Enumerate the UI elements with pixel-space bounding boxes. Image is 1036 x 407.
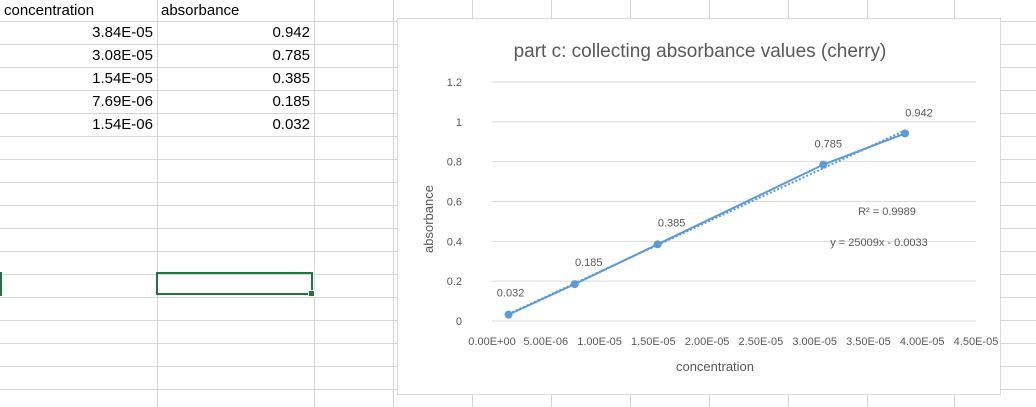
header-absorbance[interactable]: absorbance: [161, 2, 240, 19]
data-label: 0.032: [497, 288, 525, 300]
y-tick-label: 1.2: [447, 77, 462, 89]
trendline-equation[interactable]: y = 25009x - 0.0033: [830, 237, 928, 249]
data-label: 0.942: [905, 107, 933, 119]
data-point[interactable]: [901, 129, 910, 138]
scatter-chart: part c: collecting absorbance values (ch…: [421, 41, 999, 374]
cell-concentration[interactable]: 1.54E-05: [92, 70, 153, 87]
cell-concentration[interactable]: 7.69E-06: [92, 93, 153, 110]
cell-absorbance[interactable]: 0.942: [272, 24, 310, 41]
data-label: 0.785: [815, 139, 843, 151]
x-tick-label: 4.00E-05: [900, 336, 945, 348]
x-tick-label: 1.00E-05: [577, 336, 622, 348]
chart-area[interactable]: part c: collecting absorbance values (ch…: [397, 18, 1001, 395]
cell-absorbance[interactable]: 0.385: [272, 70, 310, 87]
fill-handle[interactable]: [308, 290, 315, 297]
header-concentration[interactable]: concentration: [4, 2, 95, 19]
active-row-marker: [0, 272, 2, 296]
data-label: 0.385: [658, 217, 686, 229]
data-point[interactable]: [504, 310, 513, 319]
data-point[interactable]: [570, 280, 579, 289]
y-axis-title[interactable]: absorbance: [421, 185, 436, 253]
x-tick-label: 2.50E-05: [739, 336, 784, 348]
chart-title[interactable]: part c: collecting absorbance values (ch…: [514, 41, 887, 62]
cell-concentration[interactable]: 3.84E-05: [92, 24, 153, 41]
y-tick-label: 0: [456, 316, 462, 328]
x-tick-label: 3.00E-05: [792, 336, 837, 348]
cell-absorbance[interactable]: 0.185: [272, 93, 310, 110]
data-point[interactable]: [819, 160, 828, 169]
cell-absorbance[interactable]: 0.032: [272, 116, 310, 133]
cell-absorbance[interactable]: 0.785: [272, 47, 310, 64]
x-tick-label: 3.50E-05: [846, 336, 891, 348]
x-tick-label: 4.50E-05: [954, 336, 999, 348]
selected-cell[interactable]: [156, 272, 315, 297]
x-tick-label: 1.50E-05: [631, 336, 676, 348]
data-point[interactable]: [653, 240, 662, 249]
x-axis-title[interactable]: concentration: [676, 359, 754, 374]
y-tick-label: 0.8: [447, 157, 462, 169]
x-tick-label: 5.00E-06: [523, 336, 568, 348]
y-tick-label: 0.2: [447, 276, 462, 288]
series-line[interactable]: [508, 132, 906, 316]
y-tick-label: 0.4: [447, 236, 462, 248]
y-tick-label: 0.6: [447, 197, 462, 209]
cell-concentration[interactable]: 3.08E-05: [92, 47, 153, 64]
y-tick-label: 1: [456, 117, 462, 129]
x-tick-label: 0.00E+00: [468, 336, 515, 348]
x-tick-label: 2.00E-05: [685, 336, 730, 348]
trendline-r-squared[interactable]: R² = 0.9989: [858, 206, 916, 218]
data-label: 0.185: [575, 257, 603, 269]
cell-concentration[interactable]: 1.54E-06: [92, 116, 153, 133]
